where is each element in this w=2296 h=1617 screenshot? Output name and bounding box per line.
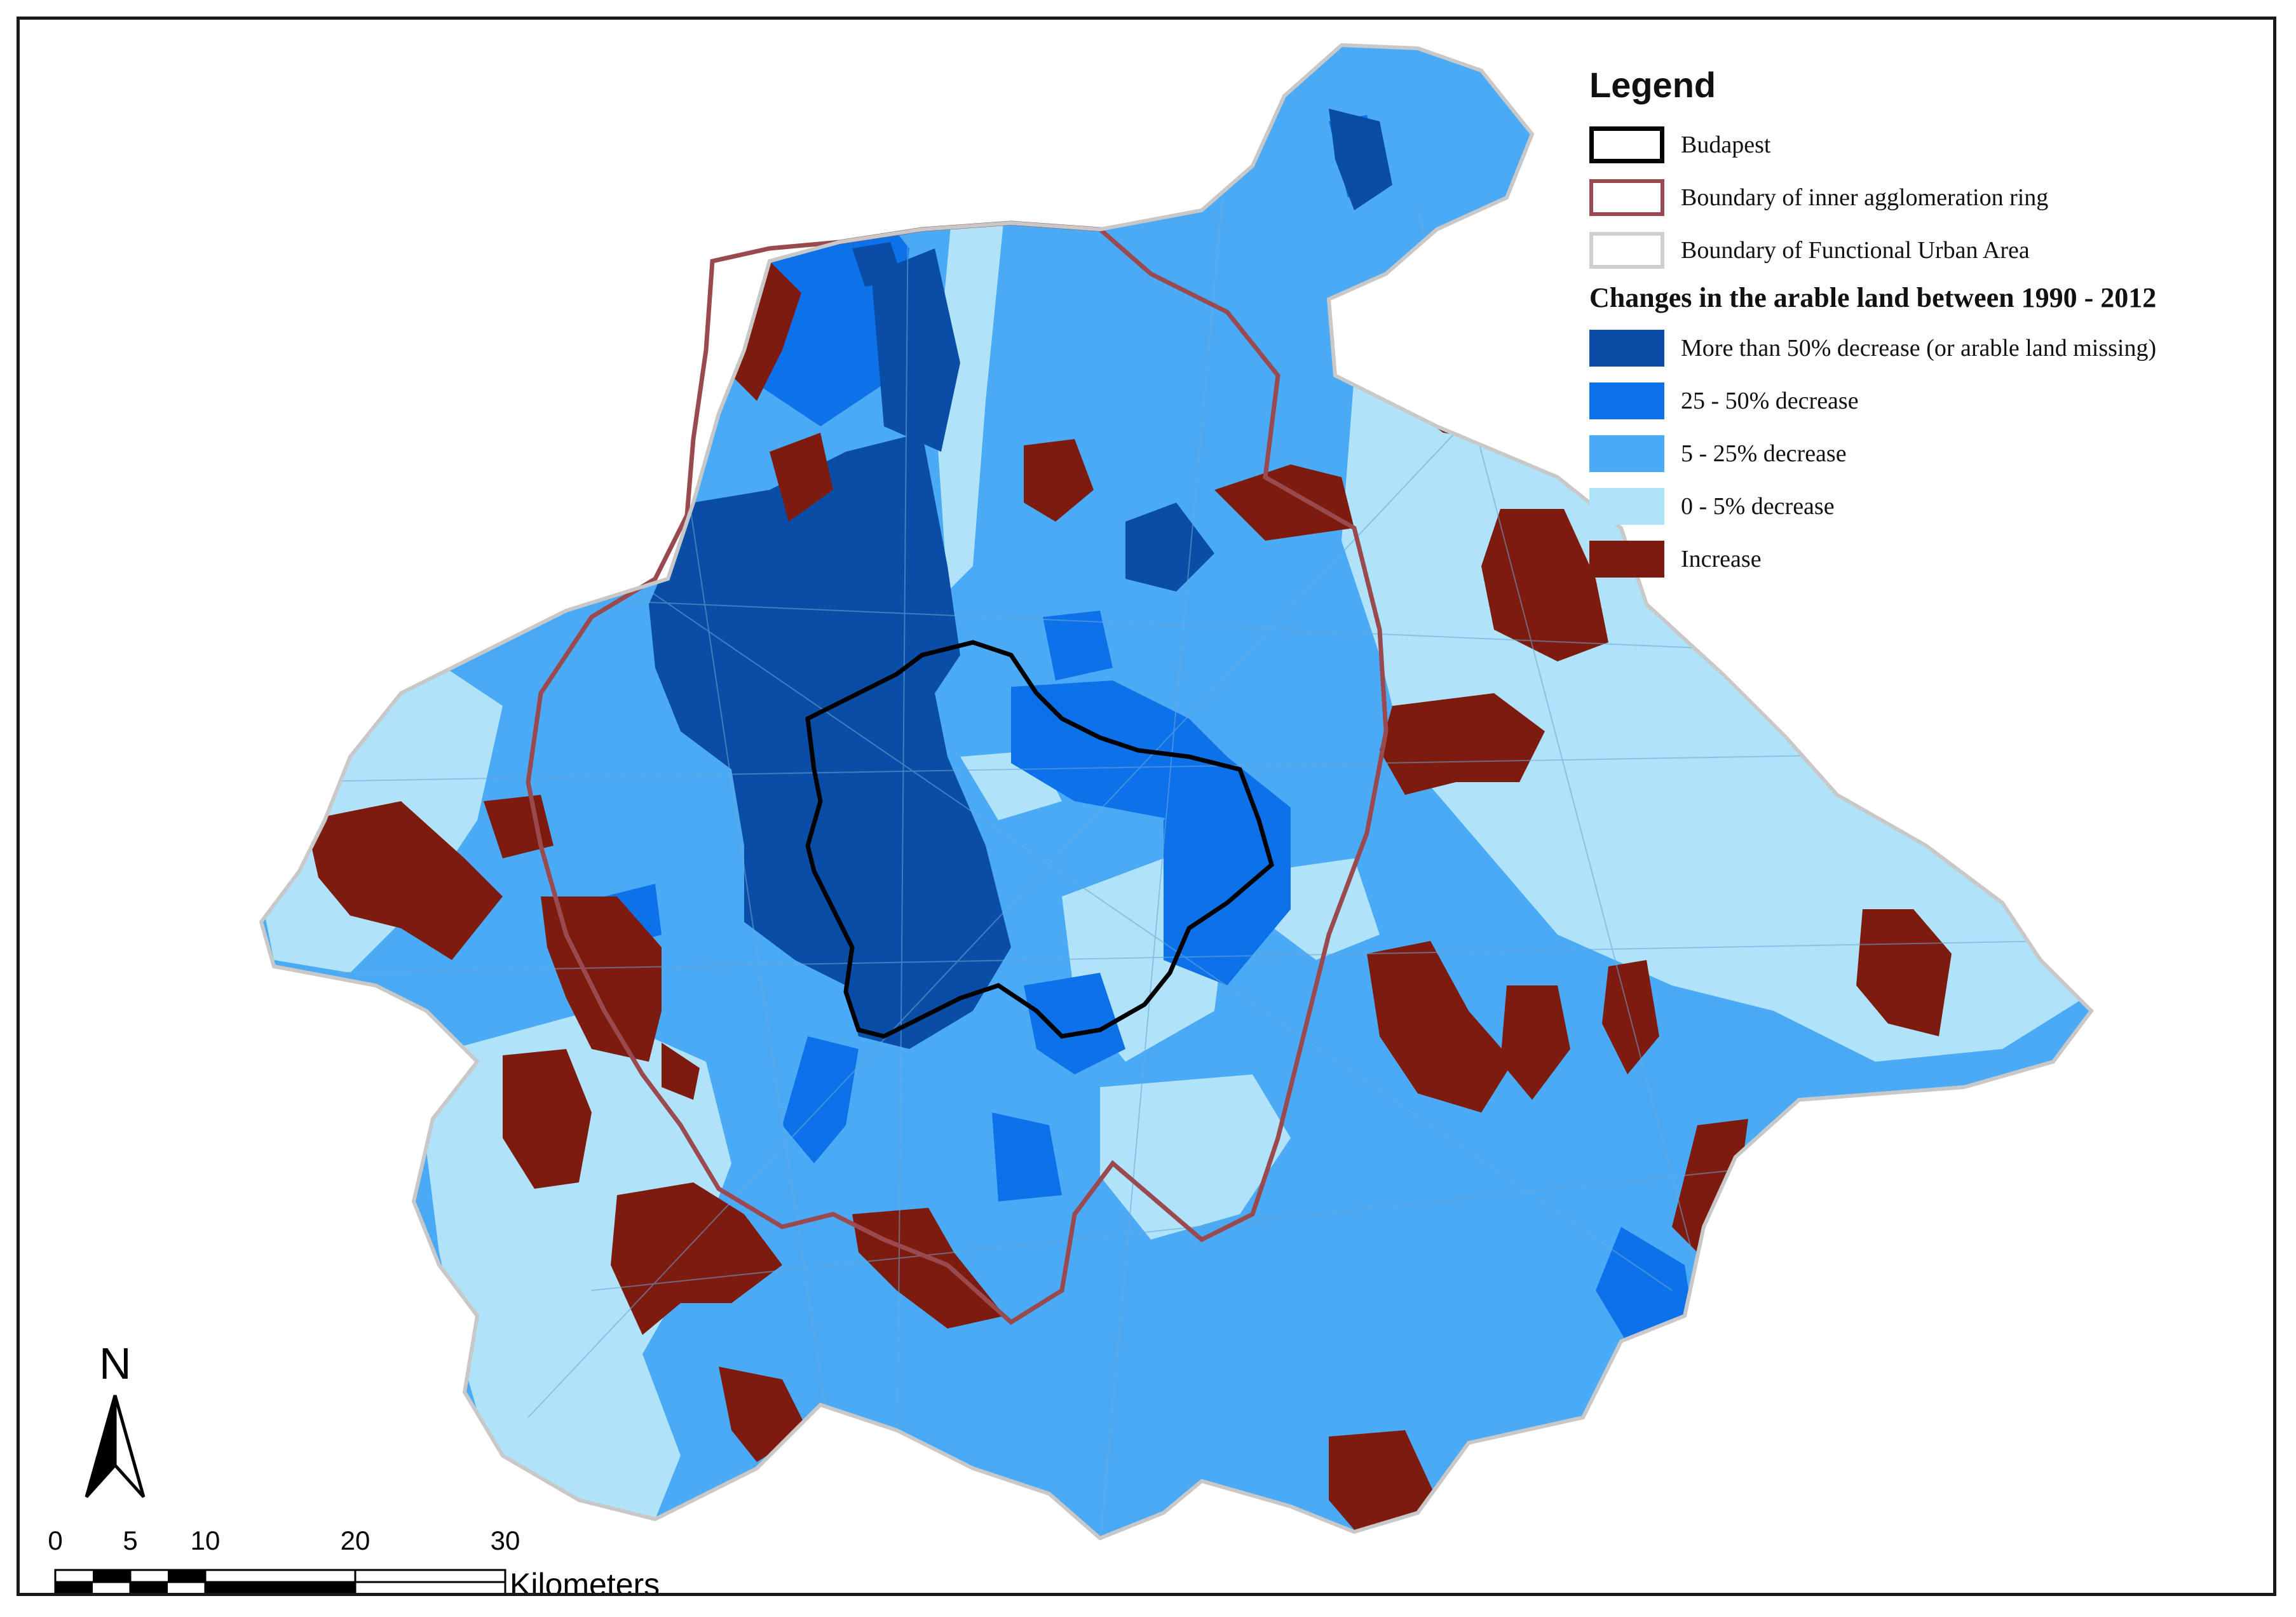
- budapest-swatch: [1589, 126, 1664, 163]
- scale-bar-graphic: [54, 1569, 506, 1593]
- municipality: [992, 1113, 1062, 1201]
- municipality: [1265, 858, 1380, 960]
- legend-item-class: 0 - 5% decrease: [1589, 480, 2273, 532]
- scale-tick-label: 30: [490, 1526, 520, 1555]
- municipality: [1672, 1119, 1748, 1265]
- scale-tick-label: 0: [48, 1526, 63, 1555]
- municipality: [662, 1043, 700, 1100]
- legend-label: Increase: [1681, 545, 1762, 572]
- legend-label: 5 - 25% decrease: [1681, 440, 1847, 467]
- legend-item-inner-ring: Boundary of inner agglomeration ring: [1589, 171, 2273, 224]
- municipality: [1329, 109, 1392, 210]
- inner-agglomeration-boundary: [526, 220, 1389, 1325]
- scale-tick-label: 5: [123, 1526, 138, 1555]
- scale-units-label: Kilometers: [510, 1567, 660, 1596]
- class-swatch: [1589, 382, 1664, 419]
- legend-label: Boundary of Functional Urban Area: [1681, 236, 2030, 264]
- municipality: [1024, 973, 1125, 1074]
- legend: Legend Budapest Boundary of inner agglom…: [1589, 64, 2273, 585]
- municipality: [1100, 1074, 1291, 1240]
- municipality: [770, 433, 833, 522]
- municipality: [306, 801, 503, 960]
- class-swatch: [1589, 329, 1664, 367]
- municipality: [611, 1182, 782, 1335]
- municipality: [1164, 757, 1291, 985]
- budapest-boundary: [805, 640, 1274, 1039]
- scale-bar: 0 5 10 20 30 Kilometers: [36, 1526, 735, 1596]
- municipality: [960, 64, 1075, 210]
- map-frame: Legend Budapest Boundary of inner agglom…: [17, 17, 2276, 1596]
- municipality: [782, 1036, 859, 1163]
- fua-boundary: [259, 43, 2094, 1541]
- north-arrow-icon: [85, 1395, 146, 1498]
- municipality: [1856, 909, 1952, 1036]
- scale-tick-label: 20: [340, 1526, 370, 1555]
- municipality: [541, 896, 662, 1062]
- legend-item-class: 5 - 25% decrease: [1589, 427, 2273, 480]
- municipality: [1011, 680, 1240, 820]
- legend-changes-title: Changes in the arable land between 1990 …: [1589, 282, 2157, 313]
- legend-label: More than 50% decrease (or arable land m…: [1681, 334, 2157, 362]
- class-swatch: [1589, 487, 1664, 525]
- class-swatch: [1589, 540, 1664, 578]
- legend-label: 25 - 50% decrease: [1681, 387, 1859, 414]
- class-swatch: [1589, 435, 1664, 472]
- municipality: [1367, 941, 1513, 1113]
- municipality: [649, 433, 1011, 1049]
- north-label: N: [99, 1339, 132, 1388]
- municipality: [1024, 439, 1094, 522]
- fua-swatch: [1589, 231, 1664, 269]
- municipality: [852, 1208, 1005, 1329]
- municipality: [1043, 611, 1113, 680]
- inner-ring-swatch: [1589, 179, 1664, 216]
- municipality: [1380, 693, 1545, 795]
- municipality: [1214, 464, 1354, 541]
- municipality: [871, 248, 960, 452]
- legend-label: Boundary of inner agglomeration ring: [1681, 184, 2049, 211]
- municipality: [852, 242, 903, 287]
- legend-item-budapest: Budapest: [1589, 118, 2273, 171]
- legend-label: 0 - 5% decrease: [1681, 492, 1835, 520]
- municipality: [1500, 985, 1570, 1100]
- scale-tick-label: 10: [190, 1526, 221, 1555]
- legend-item-class: Increase: [1589, 532, 2273, 585]
- map-canvas: [259, 43, 2094, 1541]
- legend-label: Budapest: [1681, 131, 1771, 158]
- municipality: [503, 1049, 592, 1189]
- north-arrow: N: [71, 1338, 160, 1503]
- legend-title: Legend: [1589, 65, 1716, 105]
- municipality: [1481, 509, 1608, 661]
- legend-item-class: 25 - 50% decrease: [1589, 374, 2273, 427]
- legend-item-class: More than 50% decrease (or arable land m…: [1589, 321, 2273, 374]
- legend-item-fua: Boundary of Functional Urban Area: [1589, 224, 2273, 276]
